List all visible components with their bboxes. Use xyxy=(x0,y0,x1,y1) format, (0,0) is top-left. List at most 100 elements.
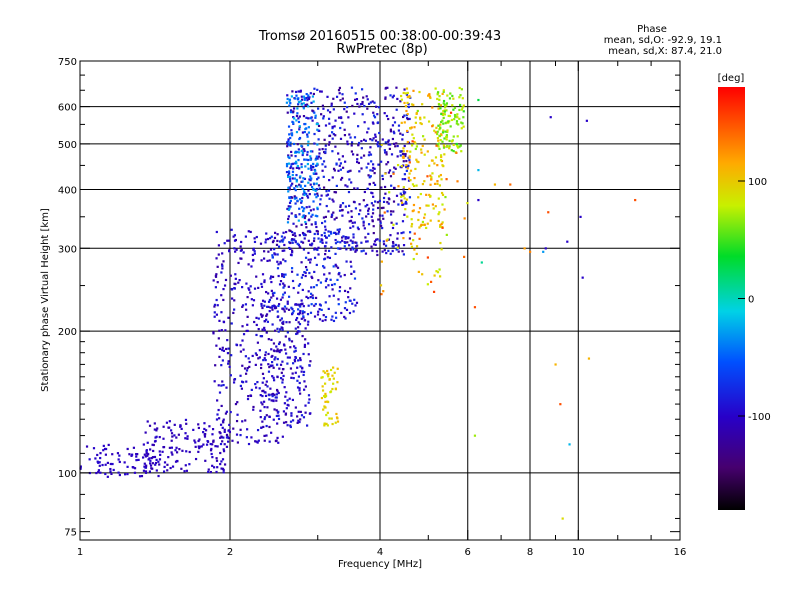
data-point xyxy=(377,106,381,109)
data-point xyxy=(389,252,392,255)
data-point xyxy=(302,209,305,212)
data-point xyxy=(437,197,440,200)
data-point xyxy=(215,457,218,460)
data-point xyxy=(295,180,298,183)
data-point xyxy=(455,122,458,125)
data-point xyxy=(323,371,327,374)
data-point xyxy=(153,455,157,459)
data-point xyxy=(344,301,347,304)
data-point xyxy=(277,304,280,308)
data-point xyxy=(111,462,114,466)
data-point xyxy=(286,424,289,427)
data-point xyxy=(154,461,158,465)
data-point xyxy=(255,333,258,337)
data-point xyxy=(307,96,310,99)
data-point xyxy=(387,171,391,174)
data-point xyxy=(286,362,289,365)
data-point xyxy=(325,241,328,244)
data-point xyxy=(324,392,327,396)
data-point xyxy=(392,94,395,97)
data-point xyxy=(151,443,154,446)
data-point xyxy=(343,245,346,248)
data-point xyxy=(263,391,266,394)
data-point xyxy=(402,150,405,153)
data-point xyxy=(227,360,230,363)
data-point xyxy=(461,106,464,109)
data-point xyxy=(341,121,344,124)
data-point xyxy=(376,113,379,116)
data-point xyxy=(295,318,298,321)
data-point xyxy=(192,428,195,431)
data-point xyxy=(438,98,441,101)
data-point xyxy=(221,426,224,429)
data-point xyxy=(171,465,175,468)
data-point xyxy=(344,317,347,320)
data-point xyxy=(357,143,360,146)
data-point xyxy=(301,302,304,305)
data-point xyxy=(302,177,305,180)
data-point xyxy=(343,134,347,137)
data-point xyxy=(211,443,214,446)
data-point xyxy=(436,143,439,146)
data-point xyxy=(250,436,253,439)
data-point xyxy=(221,467,225,470)
data-point xyxy=(384,87,387,90)
data-point xyxy=(433,182,437,185)
data-point xyxy=(443,106,447,109)
data-point xyxy=(248,360,251,364)
data-point xyxy=(156,427,159,430)
data-point xyxy=(294,214,297,217)
data-point xyxy=(307,219,310,222)
data-point xyxy=(403,144,406,148)
data-point xyxy=(297,103,300,106)
data-point xyxy=(395,194,399,197)
data-point xyxy=(438,211,441,214)
data-point xyxy=(219,462,222,466)
data-point xyxy=(322,216,326,219)
data-point xyxy=(371,249,374,252)
data-point xyxy=(271,361,274,364)
data-point xyxy=(362,138,366,141)
data-point xyxy=(241,339,244,342)
data-point xyxy=(297,284,301,287)
data-point xyxy=(303,388,306,391)
data-point xyxy=(282,231,285,234)
data-point xyxy=(95,471,98,475)
data-point xyxy=(302,95,305,98)
data-point xyxy=(179,424,182,427)
data-point xyxy=(315,263,318,267)
data-point xyxy=(287,186,290,189)
data-point xyxy=(440,112,443,116)
data-point xyxy=(239,374,242,377)
data-point xyxy=(346,290,350,294)
data-point xyxy=(230,228,233,231)
data-point xyxy=(203,435,207,438)
data-point xyxy=(260,259,263,262)
data-point xyxy=(337,298,340,301)
data-point xyxy=(411,183,415,186)
data-point xyxy=(265,380,268,383)
data-point xyxy=(362,154,366,157)
data-point xyxy=(316,232,319,236)
data-point xyxy=(170,451,173,454)
data-point xyxy=(311,119,314,122)
data-point xyxy=(291,241,294,244)
data-point xyxy=(265,290,268,294)
data-point xyxy=(436,130,439,133)
data-point xyxy=(326,411,329,414)
data-point xyxy=(440,222,443,226)
data-point xyxy=(97,461,100,464)
data-point xyxy=(433,162,436,165)
data-point xyxy=(209,470,212,474)
data-point xyxy=(303,177,307,181)
data-point xyxy=(233,308,236,311)
data-point xyxy=(232,235,235,238)
data-point xyxy=(212,279,215,282)
data-point xyxy=(302,107,305,110)
data-point xyxy=(294,150,297,153)
data-point xyxy=(441,113,444,116)
data-point xyxy=(423,180,426,183)
data-point xyxy=(289,102,292,105)
data-point xyxy=(439,127,442,130)
data-point xyxy=(417,160,420,164)
